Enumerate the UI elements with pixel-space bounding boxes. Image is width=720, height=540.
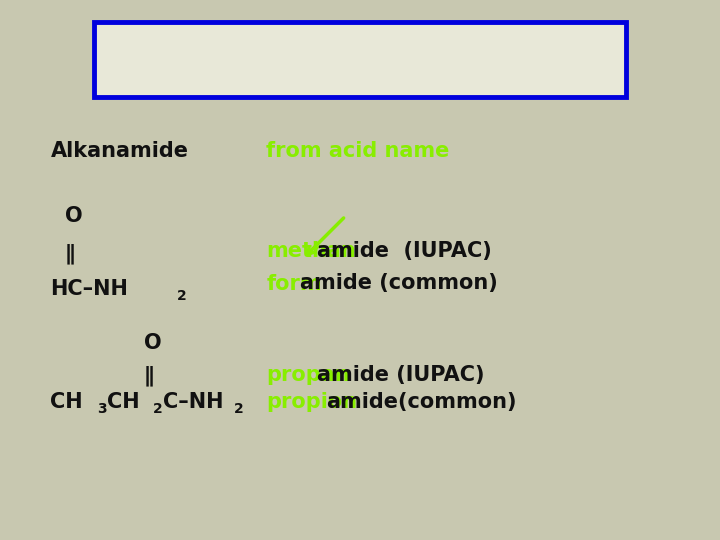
- Text: amide  (IUPAC): amide (IUPAC): [318, 241, 492, 261]
- Text: propan: propan: [266, 365, 350, 386]
- Text: 2: 2: [234, 402, 244, 416]
- Text: ∥: ∥: [65, 244, 76, 264]
- Text: O: O: [144, 333, 161, 353]
- Text: methan: methan: [266, 241, 356, 261]
- Text: form: form: [266, 273, 322, 294]
- Text: amide(common): amide(common): [326, 392, 516, 413]
- Text: 2: 2: [176, 289, 186, 303]
- Text: Naming Amides: Naming Amides: [201, 40, 519, 73]
- Text: from acid name: from acid name: [266, 141, 450, 161]
- Text: 2: 2: [153, 402, 163, 416]
- Text: ∥: ∥: [144, 365, 155, 386]
- Text: O: O: [65, 206, 82, 226]
- Text: 3: 3: [97, 402, 107, 416]
- Text: HC–NH: HC–NH: [50, 279, 128, 299]
- Text: amide (IUPAC): amide (IUPAC): [318, 365, 485, 386]
- Text: C–NH: C–NH: [163, 392, 223, 413]
- Text: propion: propion: [266, 392, 358, 413]
- Text: CH: CH: [107, 392, 139, 413]
- Text: Alkanamide: Alkanamide: [50, 141, 189, 161]
- Text: CH: CH: [50, 392, 83, 413]
- Text: amide (common): amide (common): [300, 273, 498, 294]
